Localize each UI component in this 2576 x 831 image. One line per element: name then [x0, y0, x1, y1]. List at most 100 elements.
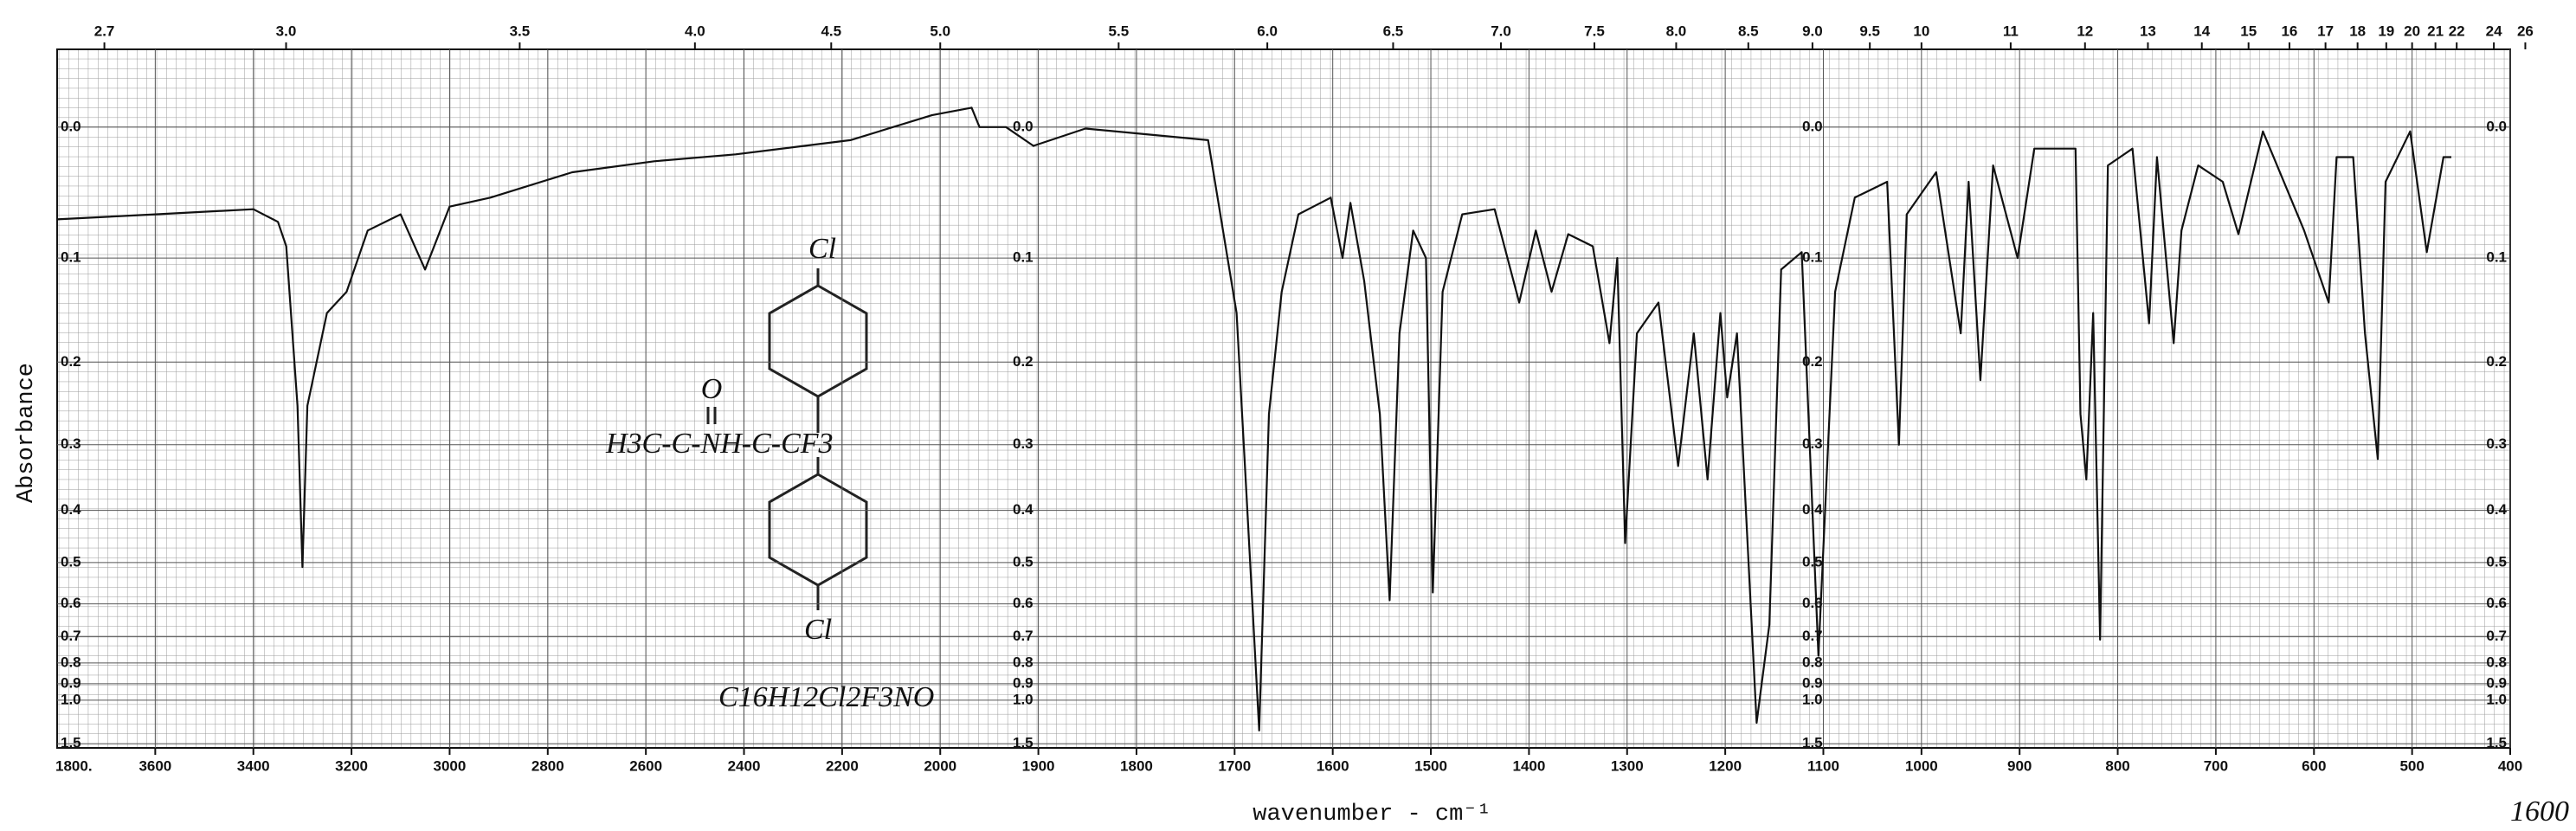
x2-tick-label: 11 [2003, 23, 2019, 39]
x-tick-label: 2000 [924, 757, 956, 774]
y-tick-label: 0.1 [61, 249, 81, 266]
x-tick-label: 3600 [138, 757, 171, 774]
x-tick-label: 1800 [1120, 757, 1153, 774]
y-tick-label: 0.7 [61, 628, 81, 644]
y-tick-label: 0.4 [61, 501, 81, 518]
y-tick-label: 1.5 [61, 735, 81, 751]
x2-tick-label: 4.0 [685, 23, 705, 39]
x2-tick-label: 26 [2517, 23, 2534, 39]
x-tick-label: 3400 [237, 757, 270, 774]
x2-tick-label: 8.5 [1738, 23, 1759, 39]
y-tick-label: 0.5 [2486, 553, 2507, 570]
x2-tick-label: 22 [2449, 23, 2465, 39]
y-tick-label: 1.5 [2486, 735, 2507, 751]
x2-tick-label: 6.0 [1257, 23, 1278, 39]
x2-tick-label: 4.5 [821, 23, 841, 39]
x2-tick-label: 7.5 [1584, 23, 1605, 39]
x2-tick-label: 24 [2486, 23, 2502, 39]
y-tick-label: 1.5 [1013, 735, 1034, 751]
y-tick-label: 0.9 [61, 674, 81, 691]
y-tick-label: 0.0 [1013, 118, 1034, 134]
x-tick-label: 1700 [1218, 757, 1251, 774]
y-tick-label: 0.8 [61, 654, 81, 670]
x-tick-label: 1100 [1807, 757, 1839, 774]
structure-drawing [706, 268, 868, 610]
y-tick-label: 0.5 [1802, 553, 1823, 570]
y-tick-label: 0.0 [2486, 118, 2507, 134]
y-tick-label: 0.2 [1013, 353, 1034, 370]
edge-label: 1800. [55, 757, 93, 774]
x2-tick-label: 9.5 [1859, 23, 1880, 39]
x2-tick-label: 21 [2427, 23, 2444, 39]
y-axis-title: Absorbance [14, 363, 40, 503]
y-tick-label: 0.7 [1013, 628, 1034, 644]
x-tick-label: 1600 [1317, 757, 1349, 774]
y-tick-label: 1.0 [2486, 691, 2507, 707]
y-tick-label: 1.0 [61, 691, 81, 707]
x2-tick-label: 15 [2240, 23, 2257, 39]
x2-tick-label: 20 [2404, 23, 2420, 39]
y-tick-label: 0.9 [1013, 674, 1034, 691]
y-tick-label: 0.8 [1013, 654, 1034, 670]
x-tick-label: 3000 [434, 757, 467, 774]
x-tick-label: 1900 [1022, 757, 1055, 774]
y-tick-label: 0.6 [61, 595, 81, 611]
handwritten-note: Cl [808, 233, 836, 265]
y-tick-label: 0.6 [2486, 595, 2507, 611]
y-tick-label: 0.1 [1802, 249, 1823, 266]
y-tick-label: 0.9 [2486, 674, 2507, 691]
x2-tick-label: 7.0 [1491, 23, 1511, 39]
y-tick-label: 0.5 [1013, 553, 1034, 570]
y-tick-label: 0.1 [1013, 249, 1034, 266]
x2-tick-label: 14 [2193, 23, 2210, 39]
x-tick-label: 500 [2399, 757, 2424, 774]
x-tick-label: 2400 [728, 757, 761, 774]
x-tick-label: 600 [2302, 757, 2326, 774]
y-tick-label: 0.5 [61, 553, 81, 570]
x2-tick-label: 3.5 [510, 23, 531, 39]
y-tick-label: 0.4 [1013, 501, 1034, 518]
x-tick-label: 1000 [1905, 757, 1938, 774]
y-tick-label: 0.8 [2486, 654, 2507, 670]
y-tick-label: 0.2 [61, 353, 81, 370]
x2-tick-label: 5.0 [930, 23, 950, 39]
x-axis-title: wavenumber - cm⁻¹ [1253, 802, 1491, 828]
x2-tick-label: 5.5 [1109, 23, 1130, 39]
y-tick-label: 0.6 [1013, 595, 1034, 611]
y-tick-label: 0.9 [1802, 674, 1823, 691]
handwritten-note: 1600 [2510, 796, 2569, 828]
x2-tick-label: 17 [2317, 23, 2334, 39]
x-tick-label: 700 [2204, 757, 2228, 774]
y-tick-label: 1.0 [1802, 691, 1823, 707]
x-tick-label: 800 [2105, 757, 2129, 774]
x2-tick-label: 13 [2140, 23, 2156, 39]
handwritten-note: H3C-C-NH-C-CF3 [605, 428, 834, 460]
y-tick-label: 1.5 [1802, 735, 1823, 751]
x-tick-label: 2600 [629, 757, 662, 774]
y-tick-label: 0.0 [1802, 118, 1823, 134]
x2-tick-label: 18 [2349, 23, 2366, 39]
y-tick-label: 0.8 [1802, 654, 1823, 670]
x-tick-label: 400 [2498, 757, 2522, 774]
grid-texture [57, 49, 2510, 748]
x-tick-label: 1400 [1512, 757, 1545, 774]
y-tick-label: 0.1 [2486, 249, 2507, 266]
y-tick-label: 1.0 [1013, 691, 1034, 707]
handwritten-note: O [701, 373, 723, 405]
x2-tick-label: 2.7 [94, 23, 115, 39]
x2-tick-label: 16 [2281, 23, 2297, 39]
handwritten-note: Cl [804, 614, 832, 646]
y-tick-label: 0.4 [2486, 501, 2507, 518]
handwritten-formula: C16H12Cl2F3NO [718, 681, 934, 713]
spectrum-line [56, 106, 2451, 731]
x-tick-label: 1300 [1611, 757, 1644, 774]
y-tick-label: 0.3 [1013, 435, 1034, 452]
y-tick-label: 0.3 [1802, 435, 1823, 452]
x2-tick-label: 6.5 [1383, 23, 1404, 39]
x2-tick-label: 9.0 [1802, 23, 1823, 39]
y-tick-label: 0.3 [2486, 435, 2507, 452]
x-tick-label: 900 [2007, 757, 2032, 774]
x-tick-label: 2200 [826, 757, 859, 774]
x2-tick-label: 8.0 [1666, 23, 1687, 39]
x-tick-label: 2800 [531, 757, 564, 774]
